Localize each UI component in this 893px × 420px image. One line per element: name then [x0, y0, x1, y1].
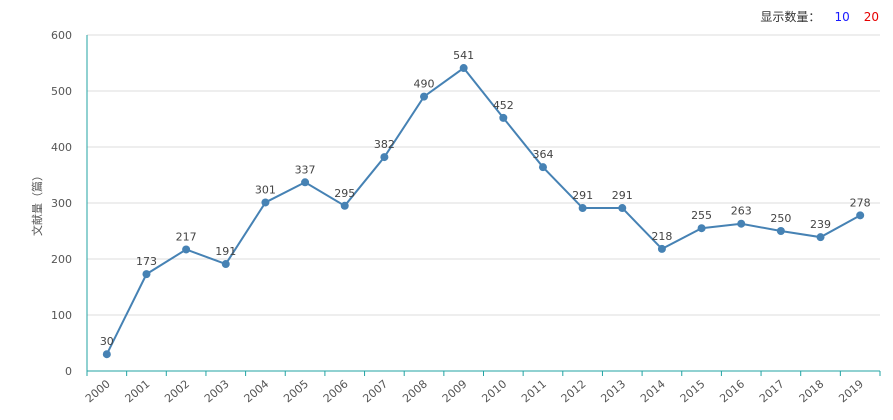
data-labels: 30 173 217 191 301 337 295 382 490 541 452 364 291 29…: [100, 49, 871, 348]
y-tick-label: 300: [51, 197, 72, 210]
data-label: 250: [770, 212, 791, 225]
data-point: [578, 204, 587, 213]
x-tick-label: 2011: [519, 377, 549, 405]
x-tick-label: 2004: [242, 377, 272, 405]
y-tick-labels: 0 100 200 300 400 500 600: [51, 29, 72, 378]
x-tick-label: 2018: [797, 377, 827, 405]
data-point: [182, 245, 191, 254]
data-point: [142, 270, 151, 279]
data-point: [776, 227, 785, 235]
x-tick-label: 2009: [440, 377, 470, 405]
display-count-20-option[interactable]: 20: [863, 9, 879, 24]
data-label: 337: [295, 163, 316, 176]
series-line: [105, 66, 861, 355]
data-label: 291: [572, 189, 593, 202]
data-point: [261, 198, 270, 207]
x-tick-label: 2003: [202, 377, 232, 405]
data-point: [102, 350, 111, 359]
data-point: [420, 92, 429, 101]
x-tick-label: 2008: [400, 377, 430, 405]
data-label: 173: [136, 255, 157, 268]
data-point: [538, 163, 547, 172]
x-tick-label: 2002: [162, 377, 192, 405]
data-label: 30: [100, 335, 114, 348]
display-count-10-option[interactable]: 10: [834, 9, 850, 24]
x-tick-label: 2010: [479, 377, 509, 405]
data-label: 382: [374, 138, 395, 151]
data-label: 452: [493, 99, 514, 112]
x-tick-label: 2016: [717, 377, 747, 405]
data-point: [221, 260, 230, 269]
data-label: 239: [810, 218, 831, 231]
x-tick-label: 2015: [678, 377, 708, 405]
data-points: [102, 64, 865, 359]
x-tick-label: 2019: [836, 377, 866, 405]
data-point: [340, 201, 349, 210]
y-tick-label: 600: [51, 29, 72, 42]
x-tick-label: 2017: [757, 377, 787, 405]
y-tick-label: 500: [51, 85, 72, 98]
display-count-label: 显示数量：: [760, 10, 821, 24]
display-count-control: 显示数量： 10 20: [760, 8, 879, 25]
data-label: 295: [334, 187, 355, 200]
x-tick-labels: 2000 2001 2002 2003 2004 2005 2006 2007 2008 2009…: [83, 377, 866, 405]
x-tick-label: 2012: [559, 377, 589, 405]
y-tick-label: 200: [51, 253, 72, 266]
x-tick-label: 2007: [360, 377, 390, 405]
data-label: 255: [691, 209, 712, 222]
data-label: 301: [255, 183, 276, 196]
y-tick-label: 100: [51, 309, 72, 322]
data-label: 490: [414, 78, 435, 91]
data-label: 191: [215, 245, 236, 258]
x-tick-label: 2013: [598, 377, 628, 405]
data-label: 263: [731, 205, 752, 218]
data-point: [618, 204, 627, 213]
data-point: [459, 64, 468, 73]
data-label: 291: [612, 189, 633, 202]
y-axis-label: 文献量（篇）: [30, 170, 44, 236]
x-tick-label: 2000: [83, 377, 113, 405]
data-point: [816, 233, 825, 242]
axes: [86, 35, 881, 376]
x-tick-label: 2014: [638, 377, 668, 405]
data-point: [301, 178, 310, 187]
data-label: 364: [532, 148, 553, 161]
x-tick-label: 2001: [123, 377, 153, 405]
data-point: [737, 219, 746, 228]
grid-lines: [87, 34, 880, 316]
data-point: [697, 224, 706, 233]
data-point: [380, 153, 389, 162]
x-tick-label: 2005: [281, 377, 311, 405]
data-point: [499, 113, 508, 122]
data-point: [657, 244, 666, 253]
data-label: 541: [453, 49, 474, 62]
x-tick-label: 2006: [321, 377, 351, 405]
data-label: 217: [176, 230, 197, 243]
data-label: 218: [651, 230, 672, 243]
data-label: 278: [850, 196, 871, 209]
y-tick-label: 0: [65, 365, 72, 378]
data-point: [856, 211, 865, 220]
y-tick-label: 400: [51, 141, 72, 154]
